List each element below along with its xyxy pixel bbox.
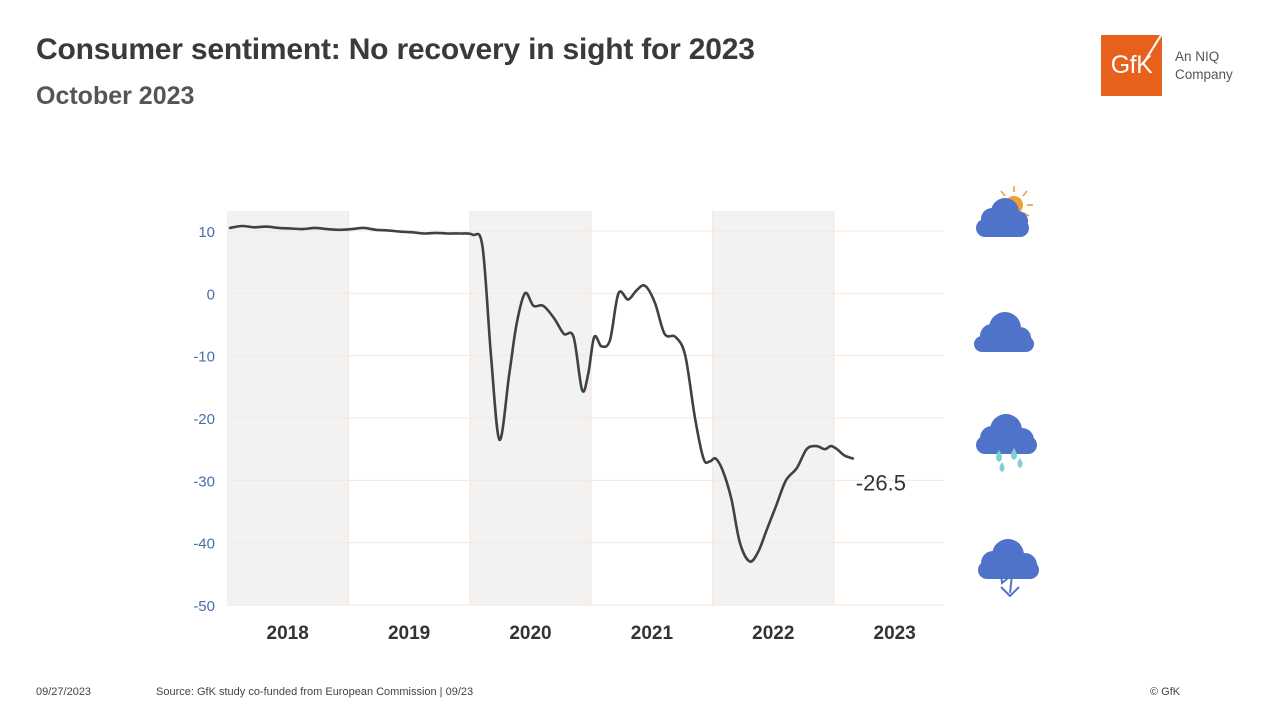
- footer-date: 09/27/2023: [36, 686, 92, 698]
- footer-copyright: © GfK: [1150, 686, 1181, 698]
- gfk-logo: GfK: [1101, 35, 1162, 96]
- sun-cloud-icon: [976, 186, 1033, 237]
- y-tick-label: -50: [193, 598, 215, 615]
- shade-2018: [227, 211, 349, 605]
- x-axis-year-labels: 2018 2019 2020 2021 2022 2023: [267, 623, 916, 644]
- x-tick-label-2022: 2022: [752, 623, 794, 644]
- logo-tagline: An NIQ Company: [1175, 48, 1233, 84]
- page-title: Consumer sentiment: No recovery in sight…: [36, 33, 755, 66]
- last-value-label: -26.5: [856, 471, 906, 496]
- x-tick-label-2023: 2023: [874, 623, 916, 644]
- y-axis-ticks: 10 0 -10 -20 -30 -40 -50: [193, 224, 215, 615]
- page-subtitle: October 2023: [36, 82, 195, 110]
- gridlines: [227, 211, 944, 606]
- footer-source: Source: GfK study co-funded from Europea…: [156, 686, 474, 698]
- x-tick-label-2018: 2018: [267, 623, 309, 644]
- x-tick-label-2019: 2019: [388, 623, 430, 644]
- tagline-line-1: An NIQ: [1175, 49, 1220, 64]
- y-tick-label: -10: [193, 349, 215, 366]
- weather-icons: [974, 186, 1039, 598]
- x-tick-label-2020: 2020: [509, 623, 551, 644]
- cloud-icon: [974, 312, 1034, 352]
- year-shading: [227, 211, 834, 605]
- shade-2020: [469, 211, 592, 605]
- x-tick-label-2021: 2021: [631, 623, 674, 644]
- y-tick-label: -40: [193, 536, 215, 553]
- sentiment-line: [228, 224, 855, 563]
- shade-2022: [712, 211, 834, 605]
- y-tick-label: 10: [198, 224, 215, 241]
- storm-cloud-icon: [978, 539, 1039, 598]
- y-tick-label: -20: [193, 411, 215, 428]
- y-tick-label: -30: [193, 473, 215, 490]
- tagline-line-2: Company: [1175, 67, 1233, 82]
- y-tick-label: 0: [207, 286, 215, 303]
- rain-cloud-icon: [976, 414, 1037, 472]
